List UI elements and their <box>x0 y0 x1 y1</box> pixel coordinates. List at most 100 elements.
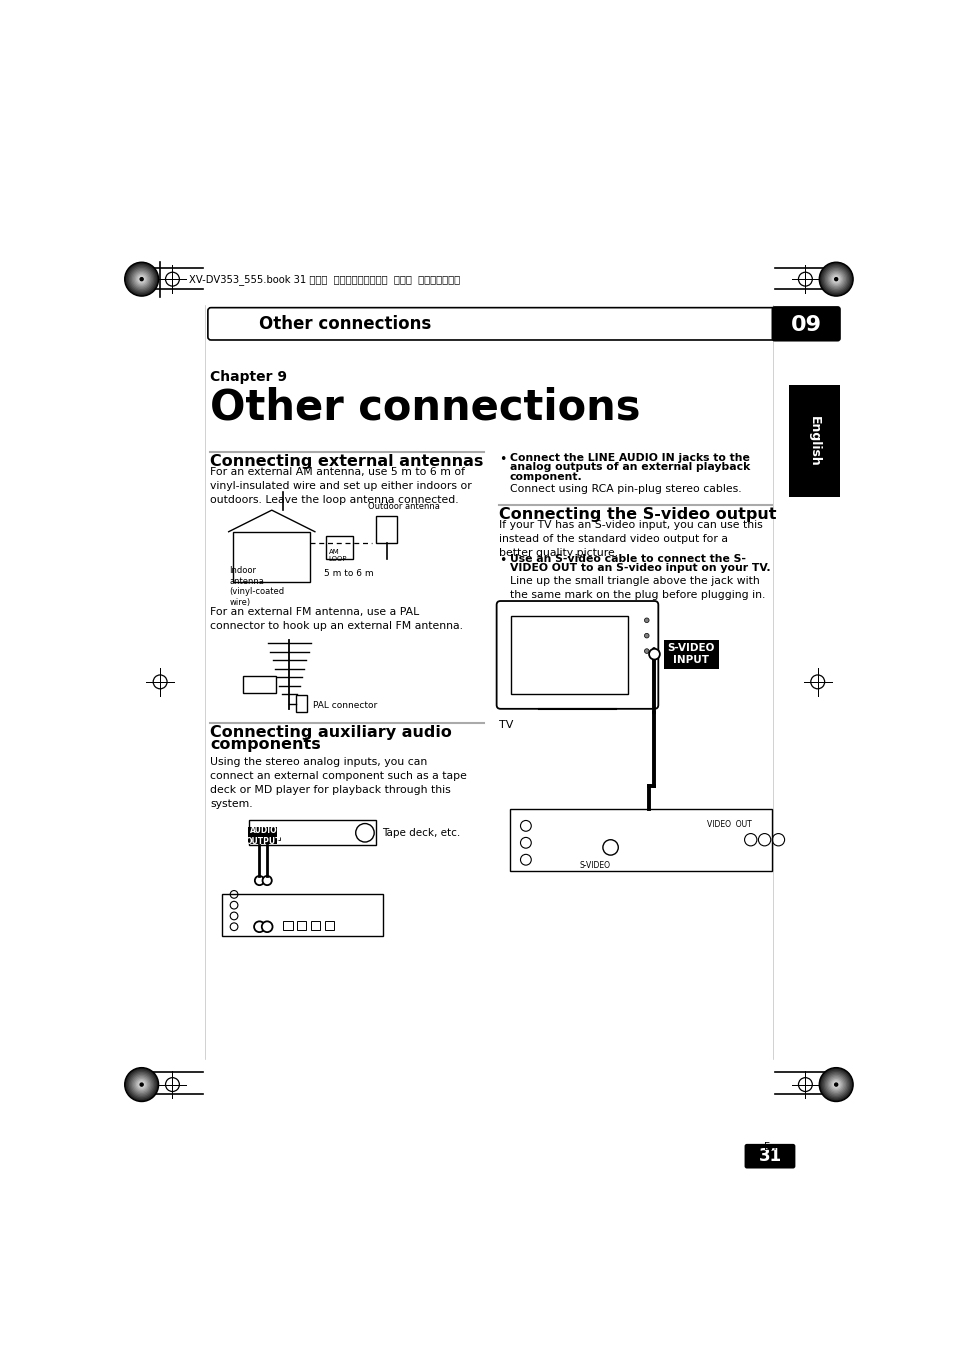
Bar <box>261 836 266 840</box>
Circle shape <box>644 617 648 623</box>
Circle shape <box>819 1067 852 1101</box>
Circle shape <box>126 263 157 295</box>
Circle shape <box>828 1078 842 1092</box>
Circle shape <box>831 1081 840 1089</box>
Text: •: • <box>498 554 506 567</box>
Circle shape <box>821 1070 849 1098</box>
FancyBboxPatch shape <box>743 1144 795 1169</box>
Bar <box>325 535 353 559</box>
Text: Chapter 9: Chapter 9 <box>210 370 287 384</box>
Circle shape <box>644 634 648 638</box>
Text: Using the stereo analog inputs, you can
connect an external component such as a : Using the stereo analog inputs, you can … <box>210 757 467 808</box>
Bar <box>311 920 320 929</box>
Bar <box>221 893 383 936</box>
Circle shape <box>825 1074 845 1094</box>
Bar <box>297 920 306 929</box>
Circle shape <box>819 262 852 296</box>
Bar <box>233 532 310 582</box>
Circle shape <box>834 1084 837 1086</box>
Circle shape <box>822 1071 848 1097</box>
Bar <box>269 836 274 840</box>
Circle shape <box>821 265 849 293</box>
Text: Tape deck, etc.: Tape deck, etc. <box>381 828 459 838</box>
Circle shape <box>254 875 264 885</box>
Circle shape <box>140 278 143 281</box>
Circle shape <box>140 277 143 281</box>
Circle shape <box>644 648 648 654</box>
Circle shape <box>834 278 837 281</box>
Circle shape <box>128 1070 155 1098</box>
Circle shape <box>833 277 838 282</box>
Text: For an external FM antenna, use a PAL
connector to hook up an external FM antenn: For an external FM antenna, use a PAL co… <box>210 607 463 631</box>
Circle shape <box>825 269 845 289</box>
Text: Outdoor antenna: Outdoor antenna <box>368 503 439 512</box>
Text: TV: TV <box>498 720 513 731</box>
Circle shape <box>133 1077 150 1093</box>
Text: Connecting the S-video output: Connecting the S-video output <box>498 507 776 521</box>
FancyBboxPatch shape <box>208 308 775 340</box>
Bar <box>275 836 280 840</box>
Bar <box>510 809 772 870</box>
Text: For an external AM antenna, use 5 m to 6 m of
vinyl-insulated wire and set up ei: For an external AM antenna, use 5 m to 6… <box>210 467 472 505</box>
Bar <box>325 920 334 929</box>
Text: components: components <box>210 738 320 753</box>
Text: analog outputs of an external playback: analog outputs of an external playback <box>509 462 749 473</box>
Text: S-VIDEO
INPUT: S-VIDEO INPUT <box>667 643 715 665</box>
Text: Other connections: Other connections <box>258 315 431 332</box>
Circle shape <box>824 267 846 290</box>
Circle shape <box>136 273 147 285</box>
Text: 09: 09 <box>790 315 821 335</box>
Circle shape <box>820 1069 851 1100</box>
Text: AM
LOOP: AM LOOP <box>329 550 347 562</box>
Bar <box>511 616 628 694</box>
Circle shape <box>134 272 149 286</box>
Text: Connecting auxiliary audio: Connecting auxiliary audio <box>210 725 452 740</box>
Circle shape <box>140 1084 143 1086</box>
Circle shape <box>131 267 152 290</box>
Circle shape <box>828 272 842 286</box>
Bar <box>249 820 375 846</box>
Text: English: English <box>807 416 821 466</box>
Circle shape <box>827 1077 843 1093</box>
Circle shape <box>830 273 841 285</box>
Circle shape <box>125 262 158 296</box>
Circle shape <box>137 1081 146 1089</box>
Circle shape <box>834 1084 837 1086</box>
Text: XV-DV353_555.book 31 ページ  ２００６年４月７日  金曜日  午後６時１８分: XV-DV353_555.book 31 ページ ２００６年４月７日 金曜日 午… <box>190 274 460 285</box>
Circle shape <box>253 921 265 932</box>
Circle shape <box>139 1082 144 1088</box>
Circle shape <box>827 270 843 288</box>
FancyBboxPatch shape <box>497 601 658 709</box>
Circle shape <box>824 1073 846 1096</box>
Text: Connect the LINE AUDIO IN jacks to the: Connect the LINE AUDIO IN jacks to the <box>509 453 749 463</box>
Circle shape <box>830 1079 841 1090</box>
Bar <box>283 920 293 929</box>
Text: Line up the small triangle above the jack with
the same mark on the plug before : Line up the small triangle above the jac… <box>509 576 764 600</box>
Bar <box>788 385 840 497</box>
Circle shape <box>834 277 837 281</box>
Circle shape <box>831 274 840 284</box>
Text: S-VIDEO: S-VIDEO <box>579 862 610 870</box>
Circle shape <box>134 1078 149 1092</box>
Circle shape <box>128 265 155 293</box>
Circle shape <box>137 274 146 284</box>
Text: AUDIO
OUTPUT: AUDIO OUTPUT <box>245 827 281 846</box>
Circle shape <box>261 921 273 932</box>
Circle shape <box>129 1071 154 1097</box>
Circle shape <box>262 875 272 885</box>
Text: En: En <box>763 1143 776 1152</box>
Text: 31: 31 <box>758 1147 781 1165</box>
Bar <box>248 827 277 844</box>
FancyBboxPatch shape <box>771 307 840 342</box>
Circle shape <box>648 648 659 659</box>
Circle shape <box>355 824 374 842</box>
Text: VIDEO OUT to an S-video input on your TV.: VIDEO OUT to an S-video input on your TV… <box>509 563 769 573</box>
Circle shape <box>820 263 851 295</box>
Text: Other connections: Other connections <box>210 386 640 430</box>
Text: •: • <box>498 453 506 466</box>
Circle shape <box>126 1069 157 1100</box>
Circle shape <box>139 277 144 282</box>
Circle shape <box>132 269 152 289</box>
Bar <box>663 639 719 669</box>
Text: PAL connector: PAL connector <box>313 701 376 711</box>
